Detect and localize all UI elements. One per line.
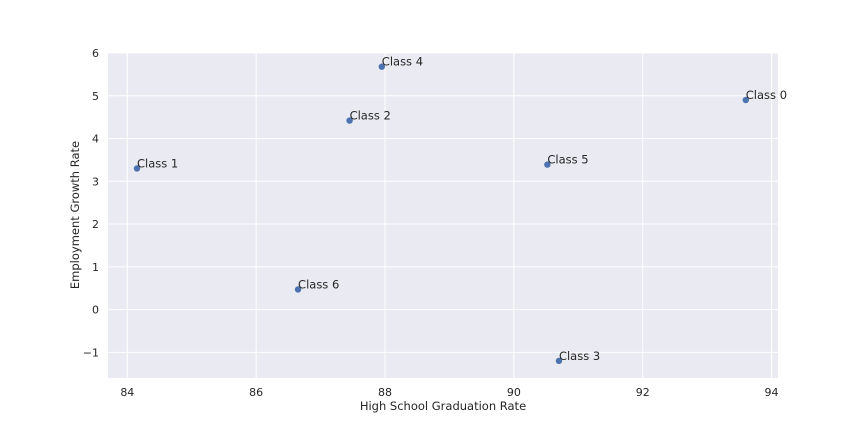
data-points: Class 0 Class 1 Class 2 Class 3 Class 4 Class… [133,55,787,365]
y-axis-label: Employment Growth Rate [68,141,82,289]
x-axis-label: High School Graduation Rate [360,399,526,413]
y-tick-label: 6 [92,47,99,60]
point-label: Class 4 [382,55,423,69]
x-tick-label: 88 [378,386,392,399]
y-tick-label: 1 [92,261,99,274]
data-point [294,286,302,293]
y-tick-labels: −1 0 1 2 3 4 5 6 [83,47,99,359]
point-label: Class 2 [350,109,391,123]
point-label: Class 6 [298,277,339,291]
point-label: Class 3 [559,349,600,363]
data-point [133,165,141,172]
data-point [555,357,563,365]
y-tick-label: −1 [83,346,99,359]
x-tick-label: 86 [249,386,263,399]
point-label: Class 0 [746,88,787,102]
data-point [742,96,749,104]
x-tick-label: 94 [765,386,779,399]
data-point [346,117,353,124]
x-tick-labels: 84 86 88 90 92 94 [120,386,778,399]
x-tick-label: 84 [120,386,134,399]
point-label: Class 1 [137,156,178,170]
y-tick-label: 5 [92,90,99,103]
y-tick-label: 0 [92,304,99,317]
x-tick-label: 92 [636,386,650,399]
y-tick-label: 4 [92,133,99,146]
plot-area [108,53,778,378]
point-label: Class 5 [547,153,588,167]
y-tick-label: 2 [92,218,99,231]
y-tick-label: 3 [92,175,99,188]
data-point [378,63,385,70]
grid [108,52,778,378]
x-tick-label: 90 [507,386,521,399]
data-point [544,161,551,168]
